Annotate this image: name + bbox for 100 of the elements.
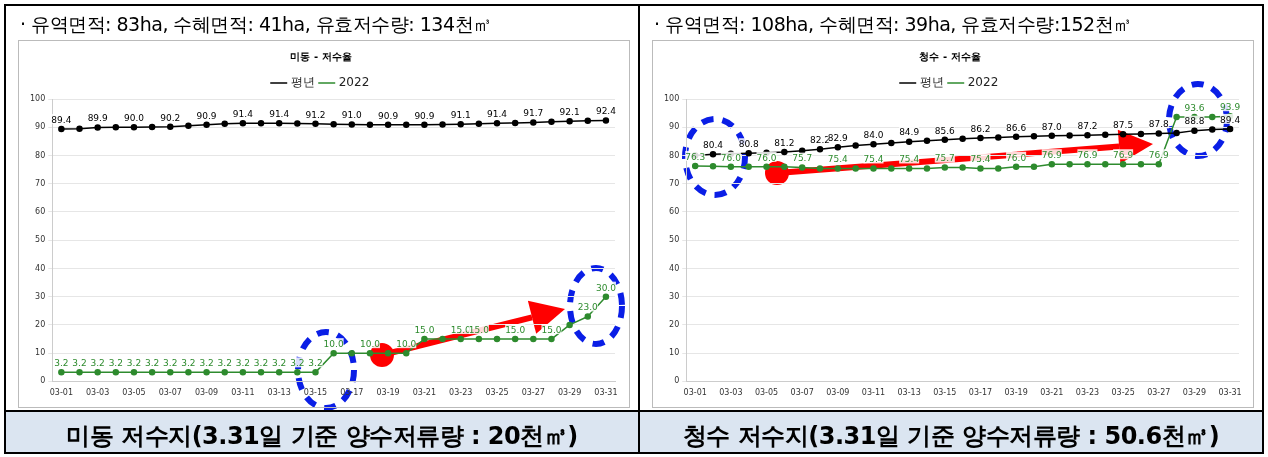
data-label: 87.5 [1113, 120, 1134, 131]
data-label: 3.2 [54, 358, 69, 369]
data-label: 90.9 [414, 110, 435, 121]
data-label: 76.0 [720, 152, 742, 163]
x-tick-label: 03-01 [49, 388, 73, 398]
x-tick-label: 03-15 [303, 388, 328, 398]
x-tick-label: 03-27 [1147, 388, 1171, 398]
y-tick-label: 90 [35, 122, 46, 132]
data-label: 91.2 [305, 109, 326, 120]
y-tick-label: 70 [35, 178, 46, 188]
data-label: 90.9 [378, 110, 399, 121]
data-label: 76.9 [1077, 150, 1098, 161]
y-tick-label: 100 [29, 94, 46, 104]
x-tick-label: 03-23 [449, 388, 473, 398]
data-label: 91.0 [341, 110, 363, 121]
x-tick-label: 03-15 [933, 388, 957, 398]
data-label: 89.9 [87, 113, 108, 124]
data-label: 3.2 [308, 358, 323, 369]
data-label: 85.6 [934, 125, 956, 136]
y-tick-label: 80 [35, 150, 46, 160]
y-tick-label: 50 [669, 235, 680, 245]
data-label: 81.2 [774, 137, 795, 148]
x-tick-label: 03-05 [122, 388, 146, 398]
x-tick-label: 03-09 [826, 388, 850, 398]
data-label: 90.2 [160, 112, 181, 123]
data-label: 93.9 [1220, 102, 1241, 113]
data-label: 15.0 [414, 324, 435, 335]
y-tick-label: 40 [669, 263, 680, 273]
x-tick-label: 03-25 [1111, 388, 1135, 398]
legend-label: 평년 [290, 75, 315, 90]
y-tick-label: 30 [35, 291, 46, 301]
data-label: 75.4 [827, 154, 849, 165]
data-label: 15.0 [468, 324, 490, 335]
y-tick-label: 20 [669, 320, 680, 329]
legend-label: 2022 [967, 75, 999, 90]
y-tick-label: 0 [674, 376, 680, 386]
data-label: 87.0 [1041, 121, 1063, 132]
x-tick-label: 03-21 [1040, 388, 1064, 398]
x-tick-label: 03-25 [485, 388, 509, 398]
x-tick-label: 03-03 [719, 388, 743, 398]
data-label: 80.8 [738, 139, 759, 150]
x-tick-label: 03-23 [1075, 388, 1100, 398]
data-label: 3.2 [126, 358, 142, 369]
y-tick-label: 10 [669, 348, 680, 358]
data-label: 3.2 [199, 358, 214, 369]
data-label: 91.1 [450, 109, 471, 120]
y-tick-label: 30 [669, 291, 680, 301]
x-tick-label: 03-29 [1182, 388, 1207, 398]
x-tick-label: 03-01 [683, 388, 707, 398]
chart-title: 청수 - 저수율 [919, 50, 981, 62]
data-label: 3.2 [235, 358, 251, 369]
legend-label: 2022 [338, 75, 370, 90]
x-tick-label: 03-19 [376, 388, 400, 398]
x-tick-label: 03-07 [158, 388, 182, 398]
data-label: 91.4 [269, 109, 290, 120]
x-tick-label: 03-21 [412, 388, 437, 398]
x-tick-label: 03-11 [861, 388, 886, 398]
data-label: 75.7 [934, 153, 955, 164]
y-tick-label: 20 [35, 320, 46, 329]
data-label: 15.0 [505, 324, 526, 335]
data-label: 89.4 [51, 114, 72, 125]
chart-title: 미동 - 저수율 [290, 50, 352, 62]
data-label: 10.0 [359, 339, 381, 349]
data-label: 88.8 [1184, 116, 1205, 127]
data-label: 86.2 [970, 123, 991, 134]
data-label: 84.9 [899, 127, 920, 138]
data-label: 91.4 [486, 109, 508, 120]
data-label: 75.4 [863, 154, 884, 165]
x-tick-label: 03-05 [754, 388, 779, 398]
data-label: 76.9 [1113, 150, 1134, 161]
data-label: 76.0 [756, 152, 777, 163]
data-label: 84.0 [863, 130, 884, 141]
data-label: 23.0 [577, 302, 599, 313]
y-tick-label: 10 [35, 348, 46, 358]
data-label: 3.2 [272, 358, 287, 369]
x-tick-label: 03-09 [194, 388, 219, 398]
data-label: 30.0 [595, 282, 617, 293]
data-label: 76.9 [1148, 150, 1170, 161]
x-tick-label: 03-03 [86, 388, 110, 398]
data-label: 75.4 [899, 154, 920, 165]
data-label: 75.7 [792, 153, 813, 164]
data-label: 76.9 [1041, 150, 1063, 161]
data-label: 3.2 [163, 358, 178, 369]
data-label: 3.2 [217, 358, 232, 369]
legend-label: 평년 [919, 75, 944, 90]
data-label: 15.0 [450, 324, 471, 335]
data-label: 76.0 [1006, 152, 1027, 163]
data-label: 87.2 [1077, 120, 1098, 131]
data-label: 93.6 [1184, 102, 1205, 113]
data-label: 90.0 [123, 113, 145, 124]
data-label: 3.2 [181, 358, 196, 369]
data-label: 87.8 [1148, 119, 1170, 130]
data-label: 92.1 [559, 107, 580, 118]
x-tick-label: 03-29 [557, 388, 582, 398]
y-tick-label: 100 [663, 94, 680, 104]
x-tick-label: 03-27 [521, 388, 545, 398]
text: 미동 저수지(3.31일 기준 양수저류량 : 20천㎥) [6, 410, 638, 452]
data-label: 92.4 [595, 106, 617, 117]
y-tick-label: 40 [35, 263, 46, 273]
data-label: 90.9 [196, 110, 217, 121]
